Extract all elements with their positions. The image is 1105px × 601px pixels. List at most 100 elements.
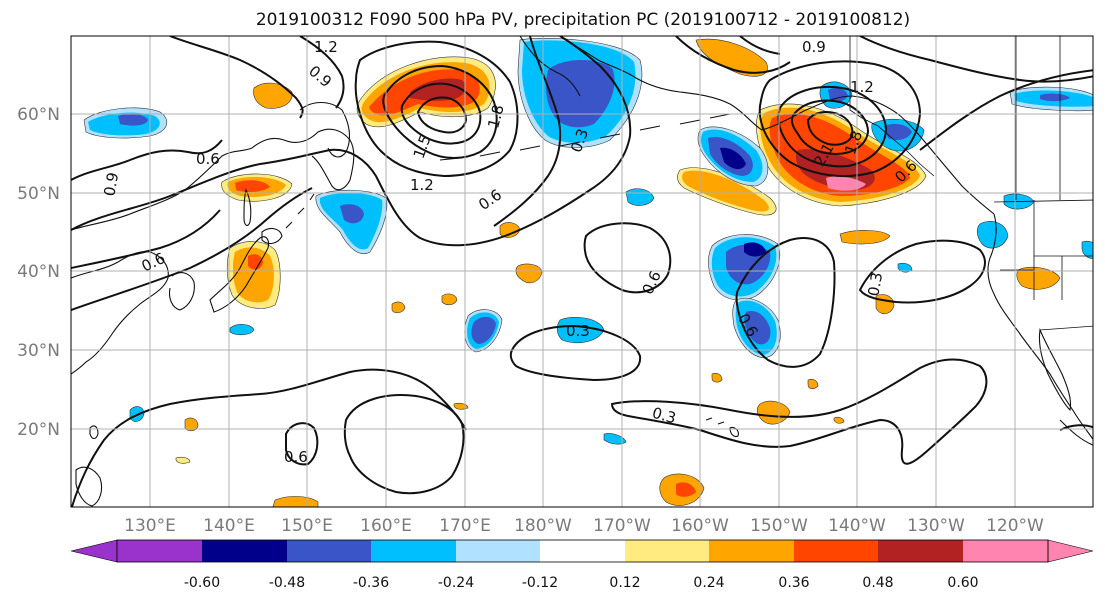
lon-tick-label: 140°W [828,516,886,536]
lon-tick-label: 160°W [671,516,729,536]
precip-blob [826,176,866,191]
contour-label: 0.6 [196,150,220,168]
coastline-na-west [987,213,1093,441]
precip-blob [248,254,263,270]
pv-contour [71,187,313,311]
precip-blob [556,317,605,343]
border-us-states [1000,200,1093,300]
colorbar-tick-label: 0.60 [947,575,978,591]
colorbar-bin [371,540,456,562]
lat-tick-label: 50°N [17,184,60,204]
colorbar-tick-label: -0.12 [522,575,558,591]
pv-contour [858,239,986,304]
precip-blob [720,147,746,170]
colorbar: -0.60 -0.48 -0.36 -0.24 -0.12 0.12 0.24 … [70,539,1094,591]
pv-contour [675,36,791,74]
colorbar-under [70,539,118,563]
precip-blob [515,263,543,284]
precip-blob [833,416,845,424]
lat-tick-label: 30°N [17,341,60,361]
pv-contour [71,36,632,247]
lon-tick-label: 150°E [281,516,333,536]
colorbar-tick-label: 0.48 [862,575,893,591]
coastline-baja [1038,327,1072,412]
contour-label: 1.2 [850,78,874,96]
pv-contour [493,36,562,227]
contour-label: 0.3 [864,271,886,298]
lon-tick-label: 130°W [907,516,965,536]
colorbar-tick-label: -0.36 [353,575,389,591]
lon-tick-label: 140°E [203,516,255,536]
colorbar-bin [540,540,625,562]
precip-blob [391,301,406,314]
coastline-hokkaido [261,227,283,245]
colorbar-bin [878,540,963,562]
precip-blob [828,88,848,103]
precip-blob [118,113,148,126]
contour-label: 0.9 [100,171,122,198]
map-frame [70,35,1094,508]
precip-blob [471,316,496,344]
pv-contour [859,36,1093,83]
precip-blob [253,82,293,109]
precip-blob [756,400,791,425]
colorbar-bin [202,540,287,562]
pv-contour [343,394,465,495]
precip-blob [272,496,319,507]
colorbar-tick-label: -0.48 [269,575,305,591]
lon-tick-label: 180°W [514,516,572,536]
colorbar-bin [625,540,709,562]
coastline-sakhalin [243,188,252,227]
colorbar-tick-label: 0.24 [693,575,724,591]
lon-tick-label: 160°E [360,516,412,536]
coastline-china [71,251,169,375]
lon-tick-label: 150°W [750,516,808,536]
coastline-bering [519,36,581,97]
precip-blob [1040,93,1070,102]
pv-contour [777,86,888,168]
colorbar-bin [117,540,202,562]
lat-tick-label: 40°N [17,262,60,282]
pv-contour [758,60,922,178]
pv-contour [583,222,672,294]
pv-contour [610,358,988,465]
border-us-mexico [1039,325,1093,331]
coastline-kuriles [285,193,315,229]
precip-blob [682,170,769,212]
coastline-korea [168,272,195,311]
precip-blob [839,230,891,245]
pv-contour [382,64,498,159]
lon-tick-labels: 130°E 140°E 150°E 160°E 170°E 180°W 170°… [124,516,1044,536]
pv-contours [71,36,1093,507]
colorbar-tick-label: 0.12 [609,575,640,591]
precip-blob [229,324,255,336]
precip-blob [441,293,458,306]
precip-blob [976,221,1009,249]
pv-contour [919,69,1093,151]
colorbar-bin [287,540,371,562]
precip-blob [546,59,615,128]
pv-contour [71,209,221,269]
precip-blob [184,417,199,432]
precip-blob [769,114,910,196]
pv-contour [285,422,319,466]
precip-blob [897,262,913,273]
colorbar-over [1047,539,1094,563]
contour-label: 0.9 [802,38,826,56]
colorbar-tick-label: -0.60 [184,575,220,591]
contour-label: 0.6 [284,448,308,466]
coastline-aleutians [439,113,731,161]
map-panel: 1.2 0.9 1.5 1.8 1.2 0.6 0.6 0.6 0.3 0.9 … [70,35,1094,508]
pv-contour [509,324,642,382]
lat-tick-label: 60°N [17,105,60,125]
precip-blob [175,456,191,464]
precip-blob [603,433,627,445]
precip-blob [884,124,912,140]
coastline-hawaii [705,417,739,438]
contour-label: 0.3 [650,404,678,428]
contour-label: 1.8 [484,103,508,131]
pv-contour [71,368,467,507]
lon-tick-label: 170°E [439,516,491,536]
pv-contour [354,40,519,178]
